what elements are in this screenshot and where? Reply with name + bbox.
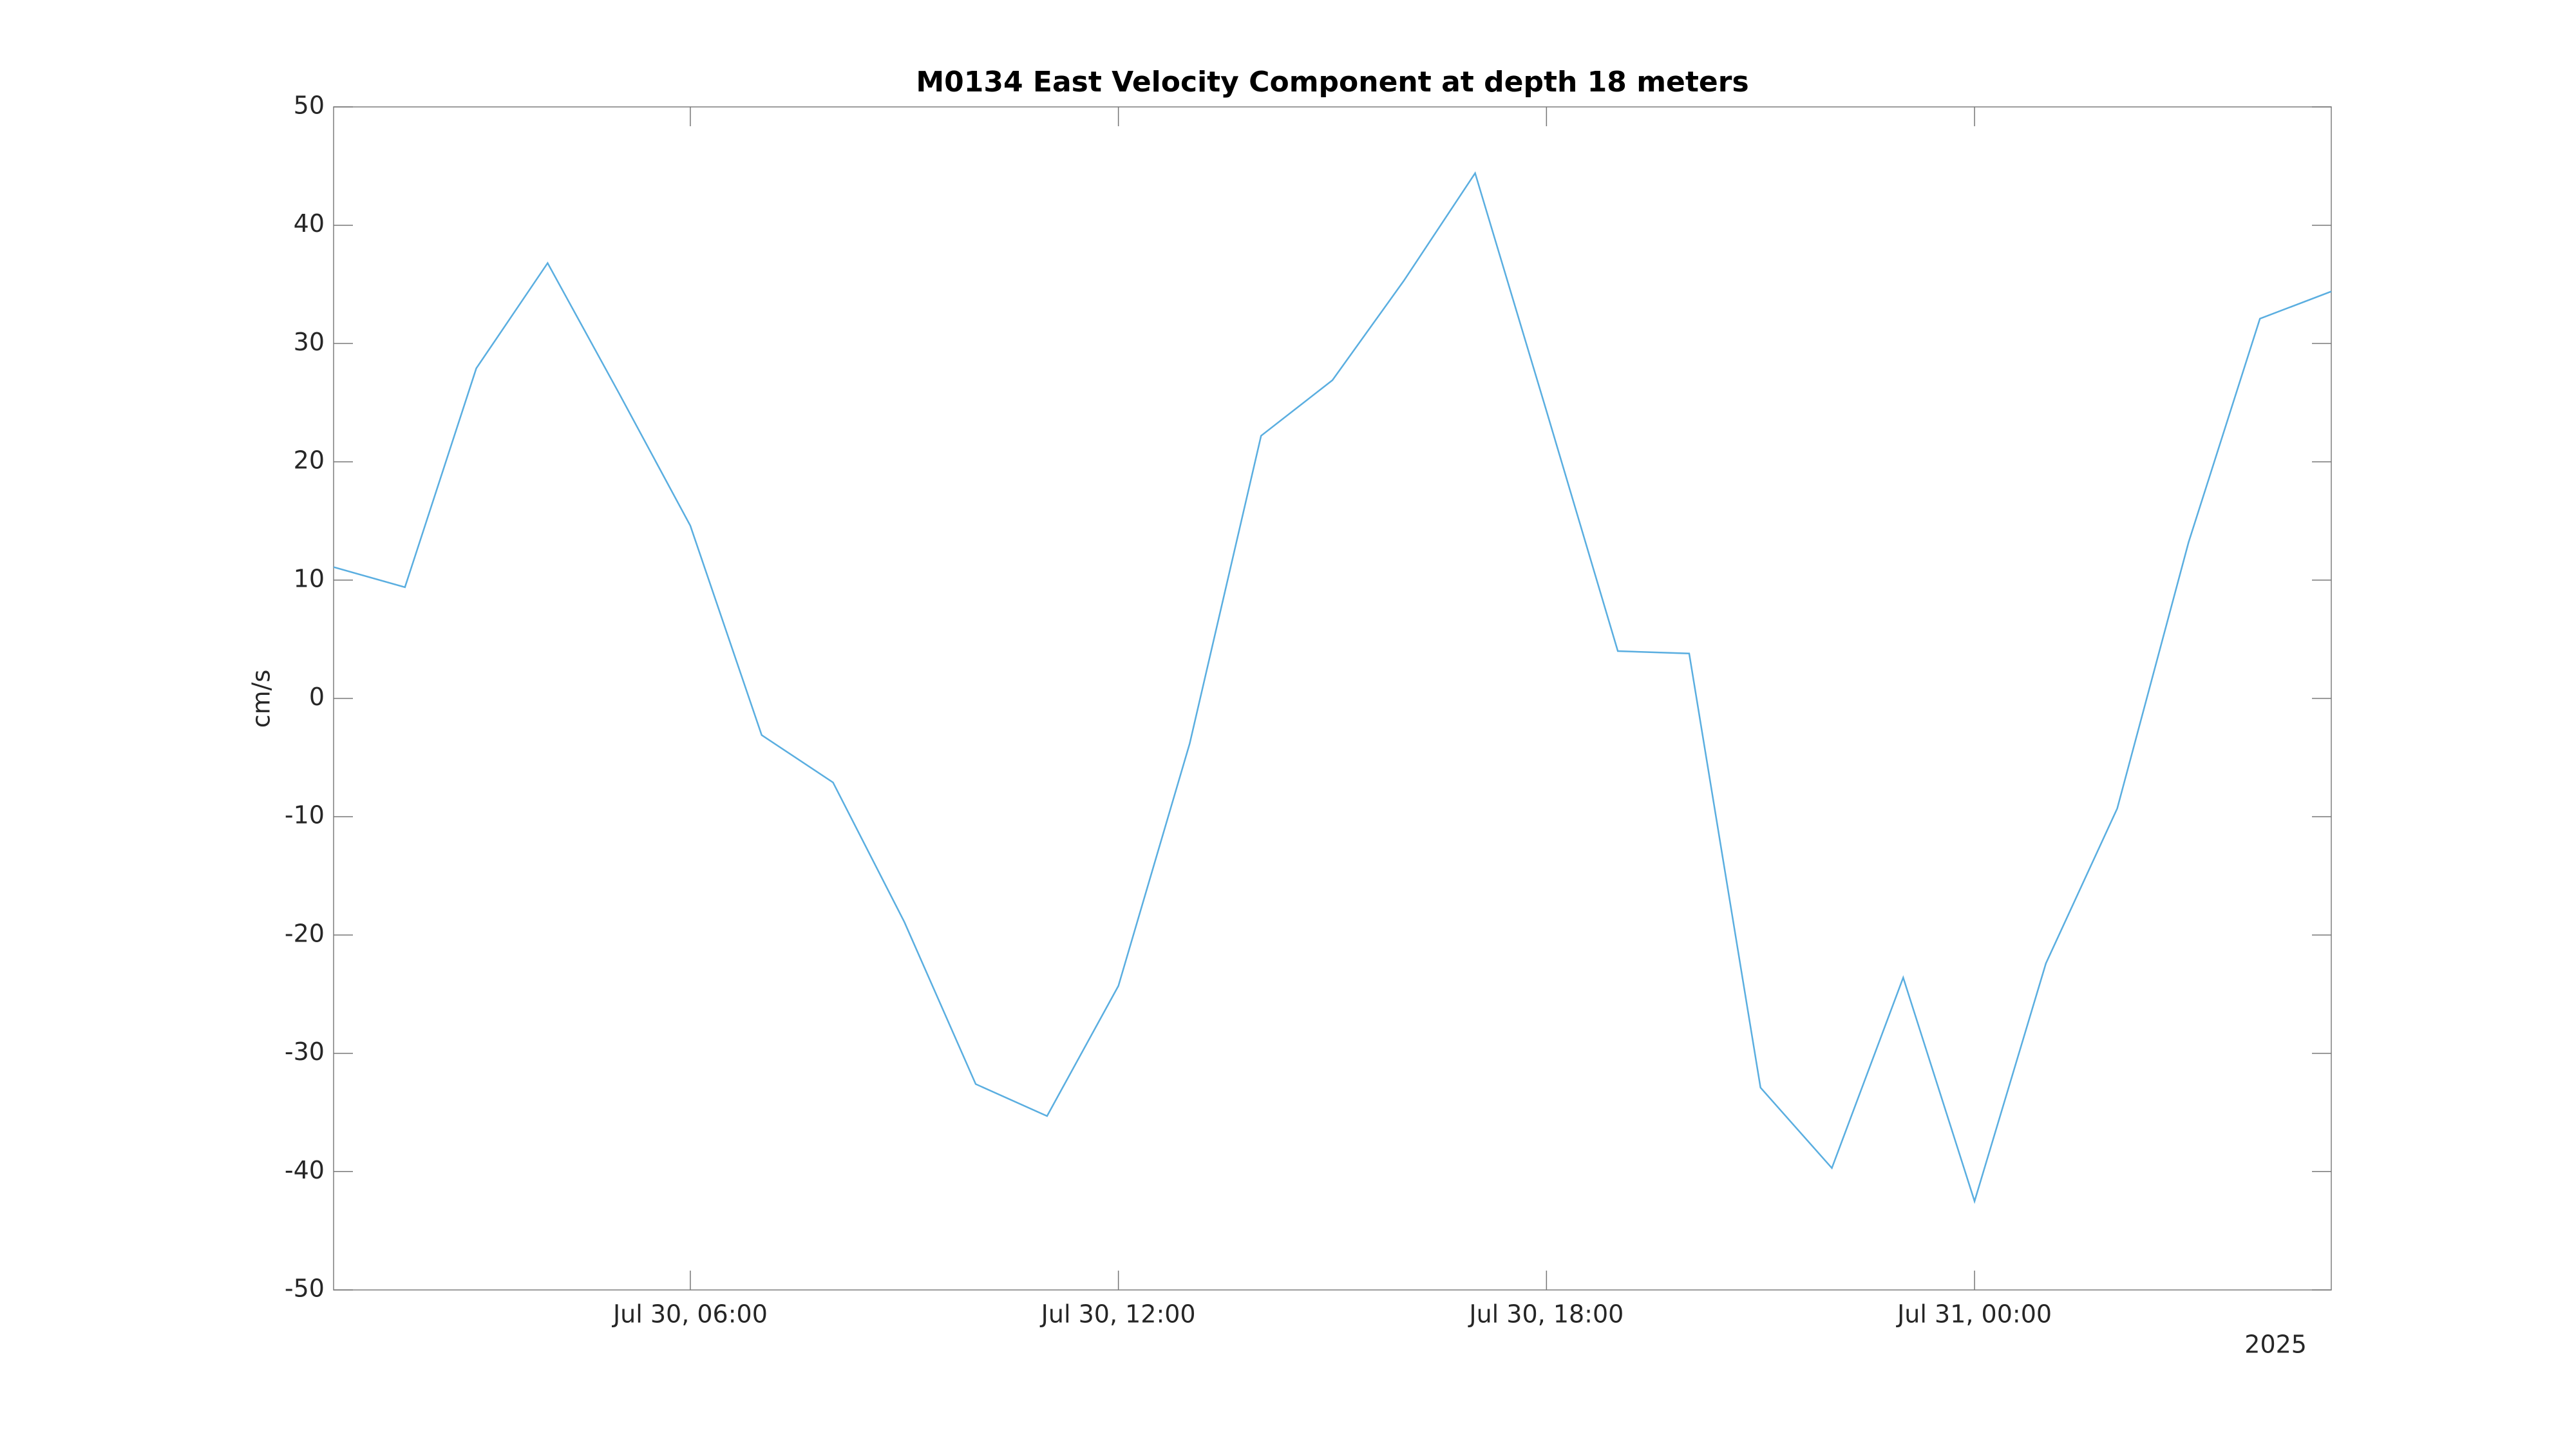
data-line <box>333 171 2332 1204</box>
plot-frame <box>333 106 2332 1291</box>
y-tick-label: 10 <box>294 564 325 592</box>
y-tick-label: -30 <box>285 1037 325 1066</box>
y-tick-label: 20 <box>294 446 325 475</box>
y-tick-label: -10 <box>285 801 325 829</box>
x-tick-label: Jul 30, 12:00 <box>1040 1300 1196 1329</box>
x-tick-label: Jul 30, 06:00 <box>612 1300 768 1329</box>
x-tick-label: Jul 31, 00:00 <box>1896 1300 2052 1329</box>
y-tick-label: -20 <box>285 919 325 947</box>
y-tick-label: 30 <box>294 328 325 356</box>
y-tick-label: 0 <box>309 683 325 711</box>
chart-title: M0134 East Velocity Component at depth 1… <box>916 66 1748 99</box>
x-year-label: 2025 <box>2244 1331 2307 1359</box>
y-tick-label: 40 <box>294 209 325 238</box>
x-tick-label: Jul 30, 18:00 <box>1468 1300 1624 1329</box>
y-axis-label: cm/s <box>247 670 276 728</box>
y-tick-label: -40 <box>285 1156 325 1184</box>
y-tick-label: 50 <box>294 91 325 120</box>
y-tick-label: -50 <box>285 1274 325 1303</box>
